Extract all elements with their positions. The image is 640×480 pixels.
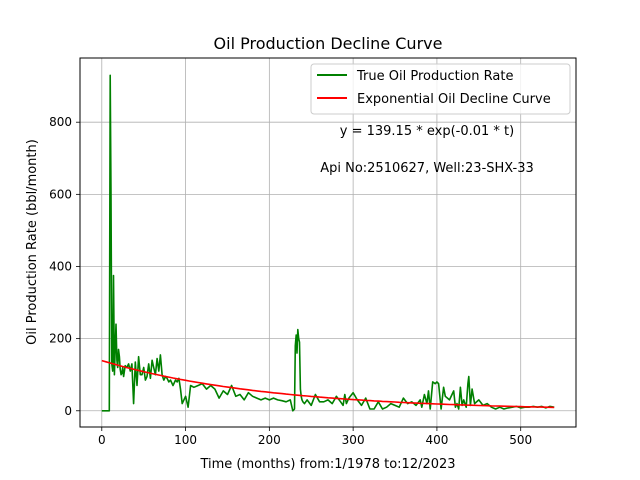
y-tick-label: 600 — [49, 187, 72, 201]
x-tick-label: 100 — [174, 433, 197, 447]
y-tick-label: 800 — [49, 115, 72, 129]
x-tick-label: 500 — [509, 433, 532, 447]
y-tick-label: 0 — [64, 404, 72, 418]
legend-box — [310, 63, 571, 115]
x-axis-label: Time (months) from:1/1978 to:12/2023 — [199, 457, 455, 472]
x-tick-label: 200 — [258, 433, 281, 447]
grid-layer — [80, 58, 576, 427]
plot-area-frame — [79, 57, 577, 428]
y-axis-label: Oil Production Rate (bbl/month) — [25, 139, 40, 345]
well-annotation: Api No:2510627, Well:23-SHX-33 — [320, 161, 534, 176]
x-tick-label: 300 — [342, 433, 365, 447]
y-tick-label: 400 — [49, 259, 72, 273]
series-layer — [101, 74, 555, 412]
x-tick-label: 0 — [98, 433, 106, 447]
equation-annotation: y = 139.15 * exp(-0.01 * t) — [340, 124, 514, 139]
chart-title: Oil Production Decline Curve — [214, 34, 443, 53]
legend-label-true-rate: True Oil Production Rate — [356, 69, 513, 84]
series-line-true-rate — [101, 74, 555, 412]
x-tick-label: 400 — [425, 433, 448, 447]
legend-label-decline-curve: Exponential Oil Decline Curve — [357, 92, 551, 107]
tick-layer: 0 100 200 300 400 500 0 200 400 600 800 — [49, 115, 532, 447]
legend: True Oil Production Rate Exponential Oil… — [310, 63, 571, 115]
y-tick-label: 200 — [49, 332, 72, 346]
series-line-decline-curve — [101, 359, 555, 409]
